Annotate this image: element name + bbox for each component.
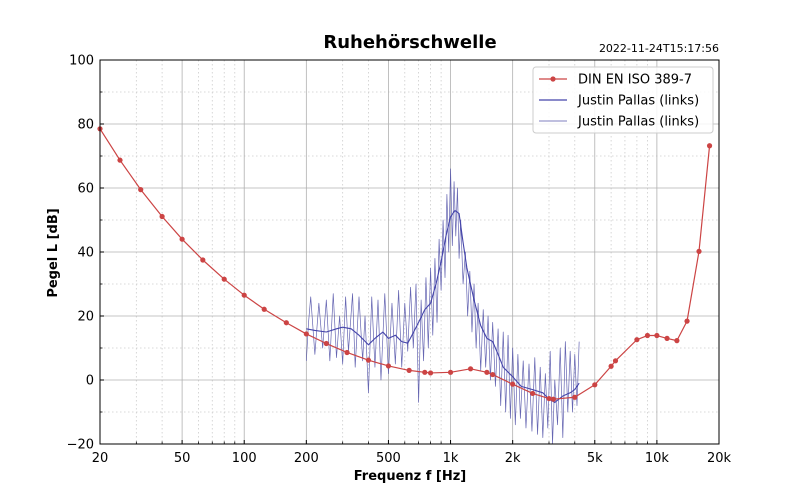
y-tick-label: −20: [67, 438, 94, 453]
series-marker: [530, 390, 536, 397]
y-tick-label: 60: [77, 182, 94, 197]
series-marker: [644, 332, 651, 339]
series-marker: [706, 143, 713, 149]
x-tick-label: 5k: [587, 451, 603, 466]
series-marker: [241, 292, 247, 298]
y-axis-label: Pegel L [dB]: [46, 208, 61, 297]
series-marker: [365, 357, 372, 363]
legend-label: DIN EN ISO 389-7: [578, 73, 692, 88]
series-marker: [261, 306, 267, 312]
legend-label: Justin Pallas (links): [577, 94, 699, 109]
series-marker: [467, 366, 474, 372]
x-tick-label: 20: [92, 451, 109, 466]
series-line-2: [305, 168, 580, 445]
x-tick-label: 10k: [645, 451, 670, 466]
x-tick-label: 2k: [505, 451, 521, 466]
legend-marker: [550, 76, 556, 82]
ticks-layer: 20 50 100 200 500 1k 2k 5k 10k 20k −20 0 20 40 60 80 100: [67, 54, 732, 467]
legend: DIN EN ISO 389-7 Justin Pallas (links) Jus…: [532, 66, 714, 134]
series-marker: [385, 363, 392, 369]
series-marker: [406, 367, 412, 373]
series-marker: [344, 349, 350, 356]
series-marker: [664, 335, 670, 341]
series-marker: [303, 331, 309, 337]
y-tick-label: 20: [77, 310, 94, 325]
series-line-1: [306, 209, 580, 403]
series-marker: [654, 332, 660, 339]
series-marker: [221, 276, 227, 282]
series-marker: [572, 394, 578, 400]
series-marker: [484, 369, 490, 375]
legend-label: Justin Pallas (links): [577, 115, 699, 130]
series-marker: [283, 320, 289, 326]
series-marker: [138, 187, 144, 193]
series-marker: [546, 395, 552, 402]
series-marker: [634, 337, 640, 343]
series-marker: [159, 213, 165, 220]
y-tick-label: 0: [86, 374, 94, 389]
x-tick-label: 50: [174, 451, 191, 466]
series-marker: [323, 340, 329, 347]
series-marker: [608, 363, 614, 369]
series-marker: [592, 382, 598, 388]
series-marker: [490, 371, 496, 378]
series-marker: [684, 318, 690, 324]
x-tick-label: 500: [376, 451, 401, 466]
chart-title: Ruhehörschwelle: [323, 32, 496, 53]
y-tick-label: 40: [77, 246, 94, 261]
x-tick-label: 1k: [443, 451, 459, 466]
series-marker: [696, 248, 702, 254]
x-axis-label: Frequenz f [Hz]: [354, 469, 467, 484]
series-marker: [422, 369, 428, 375]
series-marker: [427, 370, 434, 376]
legend-box: [532, 66, 714, 134]
series-marker: [612, 358, 619, 364]
x-tick-label: 100: [232, 451, 257, 466]
y-tick-label: 80: [77, 118, 94, 133]
series-marker: [200, 257, 206, 263]
x-tick-label: 200: [294, 451, 319, 466]
series-marker: [550, 396, 556, 402]
x-tick-label: 20k: [707, 451, 732, 466]
series-marker: [510, 381, 516, 387]
chart-timestamp: 2022-11-24T15:17:56: [599, 42, 719, 55]
series-layer: [97, 126, 713, 445]
y-tick-label: 100: [69, 54, 94, 69]
series-marker: [447, 369, 454, 375]
series-marker: [674, 338, 680, 344]
series-marker: [179, 236, 185, 242]
series-marker: [117, 157, 123, 163]
